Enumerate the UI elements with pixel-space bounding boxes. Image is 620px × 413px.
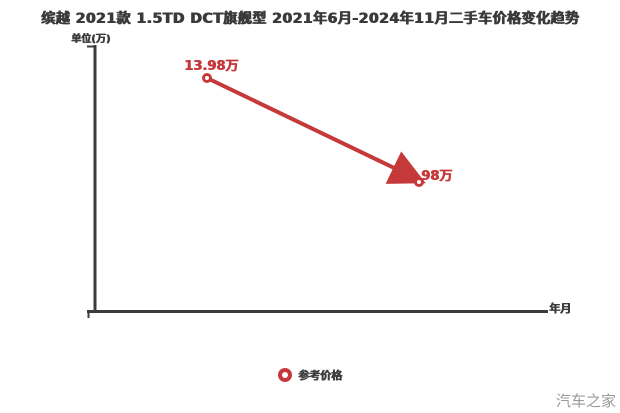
y-axis [87, 45, 97, 312]
x-axis [87, 310, 548, 318]
x-axis-title: 年月 [549, 302, 571, 315]
y-axis-unit-label: 单位(万) [71, 34, 111, 45]
legend-label: 参考价格 [298, 369, 342, 382]
data-label-start: 13.98万 [184, 59, 239, 74]
data-label-end: 9.98万 [407, 169, 453, 184]
autohome-watermark: 汽车之家 [556, 392, 617, 410]
chart-title: 缤越 2021款 1.5TD DCT旗舰型 2021年6月-2024年11月二手… [40, 11, 580, 27]
legend-item-price[interactable]: 参考价格 [0, 367, 620, 383]
price-trend-line [202, 73, 426, 187]
legend-marker-icon [278, 368, 292, 382]
